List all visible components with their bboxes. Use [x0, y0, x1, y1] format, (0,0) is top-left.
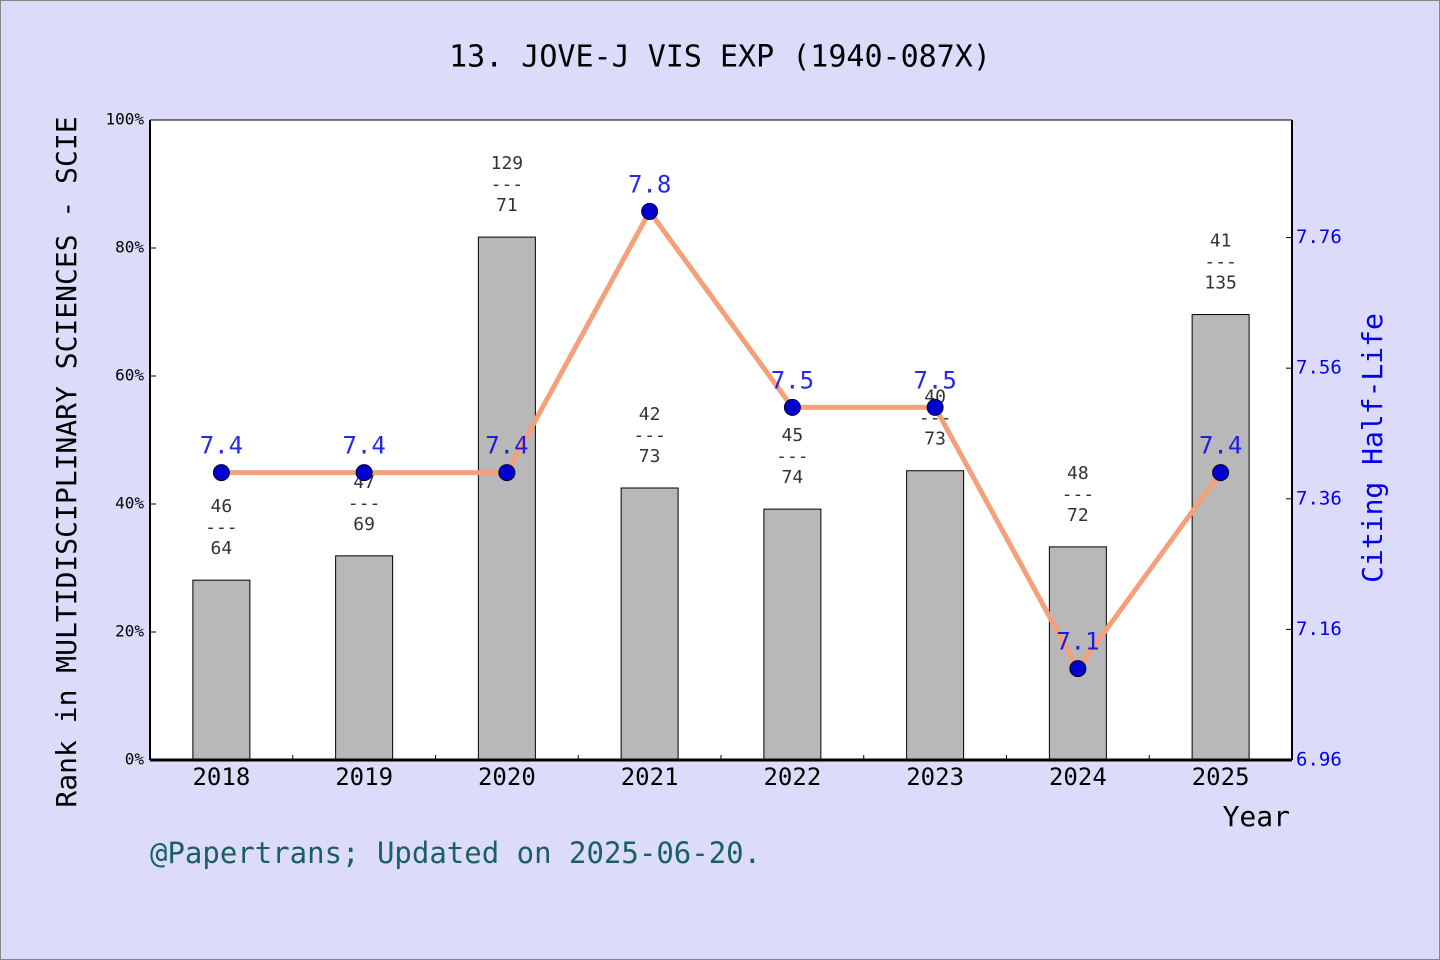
value-label: 7.4	[1199, 432, 1242, 460]
y-tick-label: 40%	[115, 494, 144, 513]
bar-label: ---	[348, 493, 381, 514]
value-label: 7.5	[913, 366, 956, 394]
value-label: 7.1	[1056, 628, 1099, 656]
bar-label: 48	[1067, 463, 1089, 484]
y2-tick-label: 7.36	[1296, 487, 1342, 509]
bar-label: 71	[496, 195, 518, 216]
footer: @Papertrans; Updated on 2025-06-20.	[150, 836, 761, 870]
bar-label: 42	[639, 404, 661, 425]
x-axis-label: Year	[1223, 800, 1290, 833]
x-tick-label: 2018	[192, 763, 250, 791]
line-marker	[355, 464, 373, 482]
bar-label: 129	[491, 153, 524, 174]
bar-label: 69	[353, 514, 375, 535]
chart-title: 13. JOVE-J VIS EXP (1940-087X)	[449, 40, 991, 75]
bar-label: 73	[924, 429, 946, 450]
line-marker	[783, 398, 801, 416]
line	[221, 206, 1223, 674]
bar-label: 73	[639, 446, 661, 467]
y-axis-label: Rank in MULTIDISCIPLINARY SCIENCES - SCI…	[50, 116, 83, 807]
y2-tick-label: 6.96	[1296, 749, 1342, 771]
line-marker	[498, 464, 516, 482]
bar-label: ---	[776, 446, 809, 467]
x-tick-label: 2021	[621, 763, 679, 791]
value-label: 7.4	[485, 432, 528, 460]
bar-label: 45	[782, 425, 804, 446]
x-tick-label: 2022	[763, 763, 821, 791]
bar-label: 41	[1210, 231, 1232, 252]
bar-label: 74	[782, 467, 804, 488]
bar-label: ---	[633, 425, 666, 446]
bar	[763, 508, 822, 761]
bar-label: ---	[491, 174, 524, 195]
y2-axis-label: Citing Half-Life	[1356, 313, 1389, 583]
line-marker	[641, 202, 659, 220]
value-label: 7.5	[771, 366, 814, 394]
x-tick-label: 2025	[1192, 763, 1250, 791]
line-marker	[926, 398, 944, 416]
y2-tick-label: 7.56	[1296, 357, 1342, 379]
y-tick-label: 80%	[115, 238, 144, 257]
line-marker	[1212, 464, 1230, 482]
bar	[1191, 314, 1250, 761]
value-label: 7.8	[628, 170, 671, 198]
line-marker	[1069, 660, 1087, 678]
x-tick-label: 2020	[478, 763, 536, 791]
bar-label: 72	[1067, 505, 1089, 526]
x-tick-label: 2023	[906, 763, 964, 791]
bar-label: ---	[205, 517, 238, 538]
bar-label: ---	[1062, 484, 1095, 505]
bar	[477, 236, 536, 761]
x-tick-label: 2024	[1049, 763, 1107, 791]
bar-label: 64	[211, 538, 233, 559]
bar	[335, 555, 394, 761]
bar-label: ---	[1204, 252, 1237, 273]
y-tick-label: 60%	[115, 366, 144, 385]
bar-label: 135	[1204, 273, 1237, 294]
bar-label: 46	[211, 496, 233, 517]
y2-tick-label: 7.76	[1296, 226, 1342, 248]
value-label: 7.4	[342, 432, 385, 460]
x-tick-label: 2019	[335, 763, 393, 791]
bar	[620, 487, 679, 761]
bar	[192, 579, 251, 761]
plot-area	[150, 120, 1292, 760]
y-tick-label: 100%	[105, 110, 144, 129]
y-tick-label: 0%	[125, 750, 145, 769]
y-tick-label: 20%	[115, 622, 144, 641]
bar	[906, 470, 965, 761]
value-label: 7.4	[200, 432, 243, 460]
line-marker	[212, 464, 230, 482]
y2-tick-label: 7.16	[1296, 618, 1342, 640]
